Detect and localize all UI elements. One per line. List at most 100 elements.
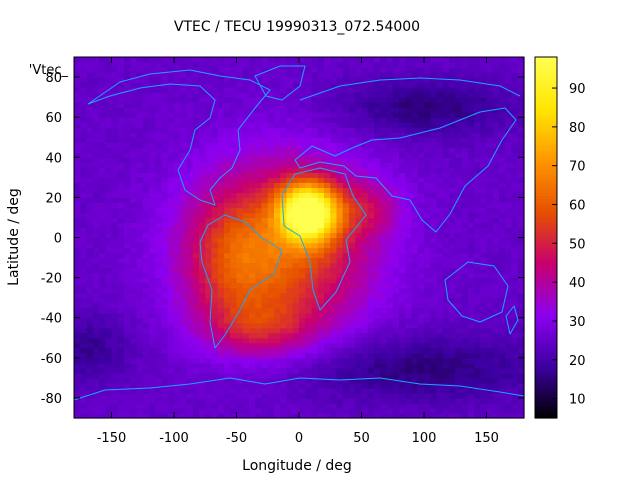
- heatmap-cell: [324, 252, 331, 259]
- heatmap-cell: [392, 367, 400, 374]
- heatmap-cell: [355, 112, 363, 118]
- heatmap-cell: [236, 62, 244, 68]
- heatmap-cell: [480, 212, 488, 219]
- heatmap-cell: [111, 377, 119, 384]
- heatmap-cell: [430, 117, 438, 123]
- heatmap-cell: [480, 252, 488, 259]
- heatmap-cell: [267, 412, 275, 419]
- heatmap-cell: [236, 402, 244, 409]
- heatmap-cell: [274, 202, 281, 209]
- heatmap-cell: [324, 117, 331, 123]
- heatmap-cell: [474, 117, 481, 123]
- heatmap-cell: [305, 157, 313, 163]
- heatmap-cell: [292, 147, 300, 153]
- heatmap-cell: [149, 112, 156, 118]
- heatmap-cell: [430, 332, 438, 339]
- heatmap-cell: [105, 152, 113, 158]
- heatmap-cell: [467, 342, 475, 349]
- heatmap-cell: [355, 72, 363, 78]
- heatmap-cell: [411, 392, 419, 399]
- heatmap-cell: [99, 262, 106, 269]
- heatmap-cell: [336, 172, 344, 178]
- heatmap-cell: [305, 332, 313, 339]
- heatmap-cell: [111, 107, 119, 113]
- heatmap-cell: [199, 292, 206, 299]
- heatmap-cell: [130, 132, 138, 138]
- heatmap-cell: [349, 317, 356, 324]
- heatmap-cell: [411, 402, 419, 409]
- heatmap-cell: [430, 362, 438, 369]
- heatmap-cell: [499, 337, 506, 344]
- heatmap-cell: [205, 137, 213, 143]
- heatmap-cell: [399, 97, 406, 103]
- heatmap-cell: [161, 207, 169, 214]
- heatmap-cell: [74, 262, 81, 269]
- heatmap-cell: [399, 107, 406, 113]
- heatmap-cell: [211, 107, 219, 113]
- heatmap-cell: [292, 217, 300, 224]
- heatmap-cell: [417, 177, 425, 183]
- heatmap-cell: [336, 62, 344, 68]
- heatmap-cell: [305, 237, 313, 244]
- heatmap-cell: [124, 187, 131, 193]
- heatmap-cells: [74, 57, 525, 419]
- heatmap-cell: [349, 202, 356, 209]
- heatmap-cell: [136, 247, 144, 254]
- heatmap-cell: [111, 372, 119, 379]
- heatmap-cell: [280, 177, 288, 183]
- heatmap-cell: [130, 252, 138, 259]
- heatmap-cell: [374, 257, 381, 264]
- heatmap-cell: [292, 112, 300, 118]
- heatmap-cell: [167, 97, 175, 103]
- heatmap-cell: [236, 227, 244, 234]
- heatmap-cell: [424, 107, 431, 113]
- heatmap-cell: [242, 292, 250, 299]
- heatmap-cell: [130, 62, 138, 68]
- heatmap-cell: [192, 67, 200, 73]
- heatmap-cell: [261, 327, 269, 334]
- heatmap-cell: [305, 297, 313, 304]
- heatmap-cell: [405, 407, 413, 414]
- heatmap-cell: [267, 277, 275, 284]
- heatmap-cell: [124, 177, 131, 183]
- heatmap-cell: [205, 127, 213, 133]
- heatmap-cell: [286, 147, 294, 153]
- heatmap-cell: [136, 67, 144, 73]
- heatmap-cell: [361, 257, 369, 264]
- heatmap-cell: [80, 382, 88, 389]
- heatmap-cell: [255, 77, 263, 83]
- heatmap-cell: [211, 77, 219, 83]
- heatmap-cell: [86, 102, 94, 108]
- heatmap-cell: [361, 82, 369, 88]
- heatmap-cell: [461, 197, 469, 203]
- heatmap-cell: [311, 377, 319, 384]
- heatmap-cell: [436, 317, 444, 324]
- heatmap-cell: [280, 182, 288, 188]
- heatmap-cell: [480, 352, 488, 359]
- heatmap-cell: [136, 347, 144, 354]
- heatmap-cell: [286, 112, 294, 118]
- heatmap-cell: [442, 232, 450, 239]
- heatmap-cell: [311, 177, 319, 183]
- heatmap-cell: [292, 82, 300, 88]
- heatmap-cell: [424, 62, 431, 68]
- heatmap-cell: [86, 402, 94, 409]
- heatmap-cell: [405, 287, 413, 294]
- heatmap-cell: [499, 157, 506, 163]
- heatmap-cell: [424, 347, 431, 354]
- heatmap-cell: [480, 92, 488, 98]
- heatmap-cell: [180, 347, 188, 354]
- heatmap-cell: [86, 297, 94, 304]
- heatmap-cell: [286, 77, 294, 83]
- heatmap-cell: [349, 132, 356, 138]
- heatmap-cell: [336, 97, 344, 103]
- heatmap-cell: [292, 407, 300, 414]
- heatmap-cell: [111, 202, 119, 209]
- heatmap-cell: [486, 112, 494, 118]
- heatmap-cell: [161, 122, 169, 128]
- heatmap-cell: [474, 132, 481, 138]
- heatmap-cell: [386, 412, 394, 419]
- heatmap-cell: [99, 192, 106, 198]
- heatmap-cell: [449, 162, 456, 168]
- heatmap-cell: [167, 112, 175, 118]
